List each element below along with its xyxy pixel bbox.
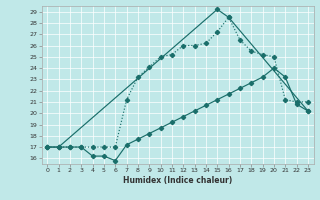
X-axis label: Humidex (Indice chaleur): Humidex (Indice chaleur): [123, 176, 232, 185]
